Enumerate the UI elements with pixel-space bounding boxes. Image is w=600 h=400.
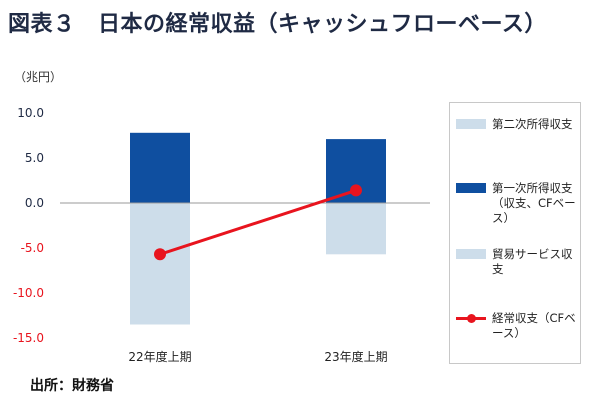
x-category-label: 23年度上期 [324,349,387,364]
unit-label: （兆円） [14,70,63,84]
y-tick-label: 0.0 [25,196,44,210]
y-tick-label: 10.0 [17,106,44,120]
legend-label-secondary-income: 第二次所得収支 [492,117,573,131]
legend-swatch-trade-services [456,249,486,259]
legend: 第二次所得収支 第一次所得収支（収支、CFベース） 貿易サービス収支 経常収支（… [449,102,581,364]
y-tick-label: -5.0 [21,241,44,255]
bar-segment [130,132,190,203]
y-tick-label: -10.0 [13,286,44,300]
current-account-point [154,248,166,261]
x-category-label: 22年度上期 [128,349,191,364]
legend-label-primary-income: 第一次所得収支（収支、CFベース） [492,181,576,225]
current-account-point [350,184,362,197]
current-account-line [159,188,357,256]
legend-marker-current-account [467,314,476,323]
source-note: 出所：財務省 [30,378,114,394]
figure-title: 図表３ 日本の経常収益（キャッシュフローベース） [8,12,547,37]
legend-swatch-primary-income [456,183,486,193]
bar-segment [326,203,386,255]
legend-swatch-secondary-income [456,119,486,129]
legend-label-current-account: 経常収支（CFベース） [492,311,576,340]
bar-segment [130,203,190,325]
legend-label-trade-services: 貿易サービス収支 [492,247,573,276]
y-tick-label: 5.0 [25,151,44,165]
y-tick-label: -15.0 [13,331,44,345]
